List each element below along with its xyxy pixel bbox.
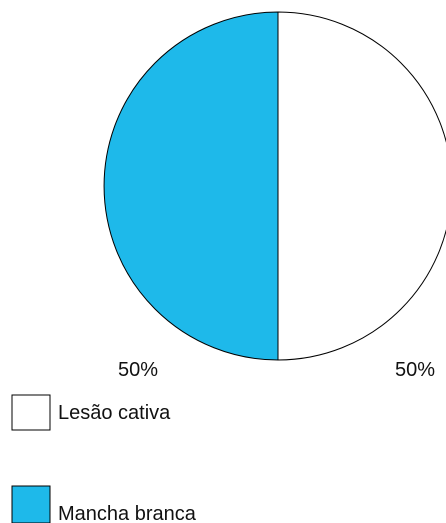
pie-slice-mancha-branca bbox=[103, 11, 279, 361]
legend-label-lesao-cativa: Lesão cativa bbox=[58, 402, 171, 424]
legend-swatch-lesao-cativa bbox=[11, 394, 51, 431]
slice-labels: 50% 50% bbox=[118, 359, 435, 381]
pie-slices bbox=[103, 11, 446, 361]
legend-swatch-mancha-branca bbox=[11, 485, 51, 523]
pie-slice-lesao-cativa bbox=[277, 11, 446, 361]
legend-item-lesao-cativa: Lesão cativa bbox=[11, 394, 171, 431]
slice-label-lesao-cativa: 50% bbox=[395, 359, 435, 381]
legend-item-mancha-branca: Mancha branca bbox=[11, 485, 197, 523]
legend: Lesão cativa Mancha branca bbox=[11, 394, 197, 523]
slice-label-mancha-branca: 50% bbox=[118, 359, 158, 381]
legend-label-mancha-branca: Mancha branca bbox=[58, 503, 197, 523]
